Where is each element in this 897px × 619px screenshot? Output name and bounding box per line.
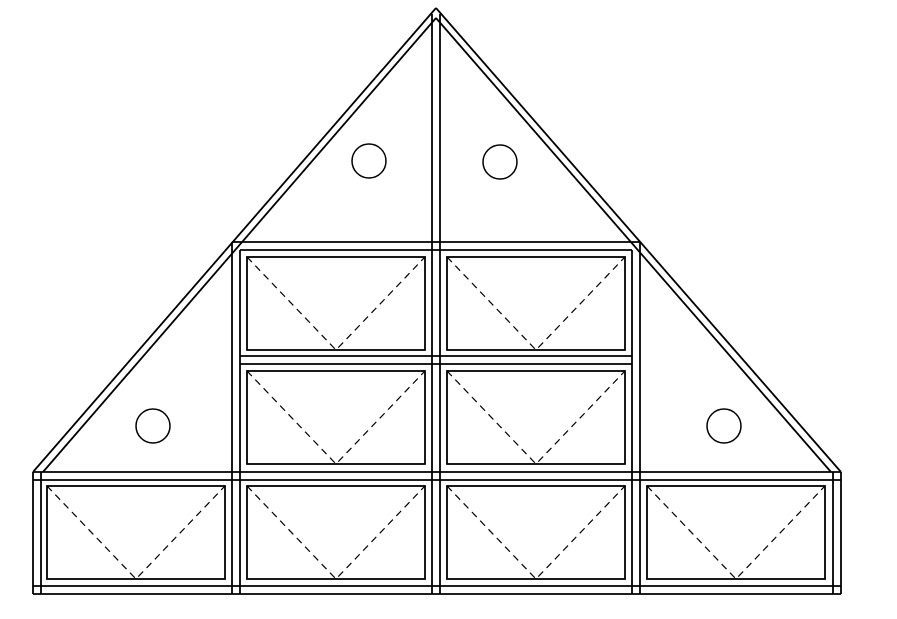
drawer-panel	[246, 256, 426, 351]
drawer-fold-line	[246, 370, 426, 465]
drawer-fold-line	[46, 485, 226, 580]
drawer-fold-line	[246, 256, 426, 351]
right-roof-slope-outer	[435, 7, 842, 473]
drawer-fold-line	[446, 370, 626, 465]
drawer-fold-line	[246, 485, 426, 580]
left-roof-slope-outer	[32, 7, 437, 473]
porthole-circle	[482, 144, 518, 180]
drawer-panel	[446, 485, 626, 580]
right-roof-slope-inner	[435, 17, 832, 473]
porthole-circle	[706, 408, 742, 444]
drawer-fold-line	[646, 485, 826, 580]
drawer-panel	[446, 256, 626, 351]
drawer-panel-frame	[446, 370, 626, 465]
drawer-panel-frame	[446, 256, 626, 351]
drawer-panel-frame	[246, 485, 426, 580]
central-cabinet	[231, 241, 641, 472]
drawer-fold-line	[446, 485, 626, 580]
drawer-panel	[46, 485, 226, 580]
drawer-panel	[246, 485, 426, 580]
porthole-circle	[351, 143, 387, 179]
drawer-panel-frame	[46, 485, 226, 580]
drawer-panel	[246, 370, 426, 465]
drawer-fold-line	[446, 256, 626, 351]
drawer-panel-frame	[246, 256, 426, 351]
portholes	[135, 143, 742, 444]
drawer-panels	[46, 256, 826, 580]
central-post	[431, 14, 441, 594]
left-roof-slope-inner	[42, 17, 437, 473]
base-shelf	[32, 471, 842, 595]
roof-outline	[32, 7, 842, 473]
drawer-panel-frame	[246, 370, 426, 465]
drawer-panel-frame	[446, 485, 626, 580]
drawer-panel	[446, 370, 626, 465]
drawer-panel-frame	[646, 485, 826, 580]
porthole-circle	[135, 408, 171, 444]
drawer-panel	[646, 485, 826, 580]
